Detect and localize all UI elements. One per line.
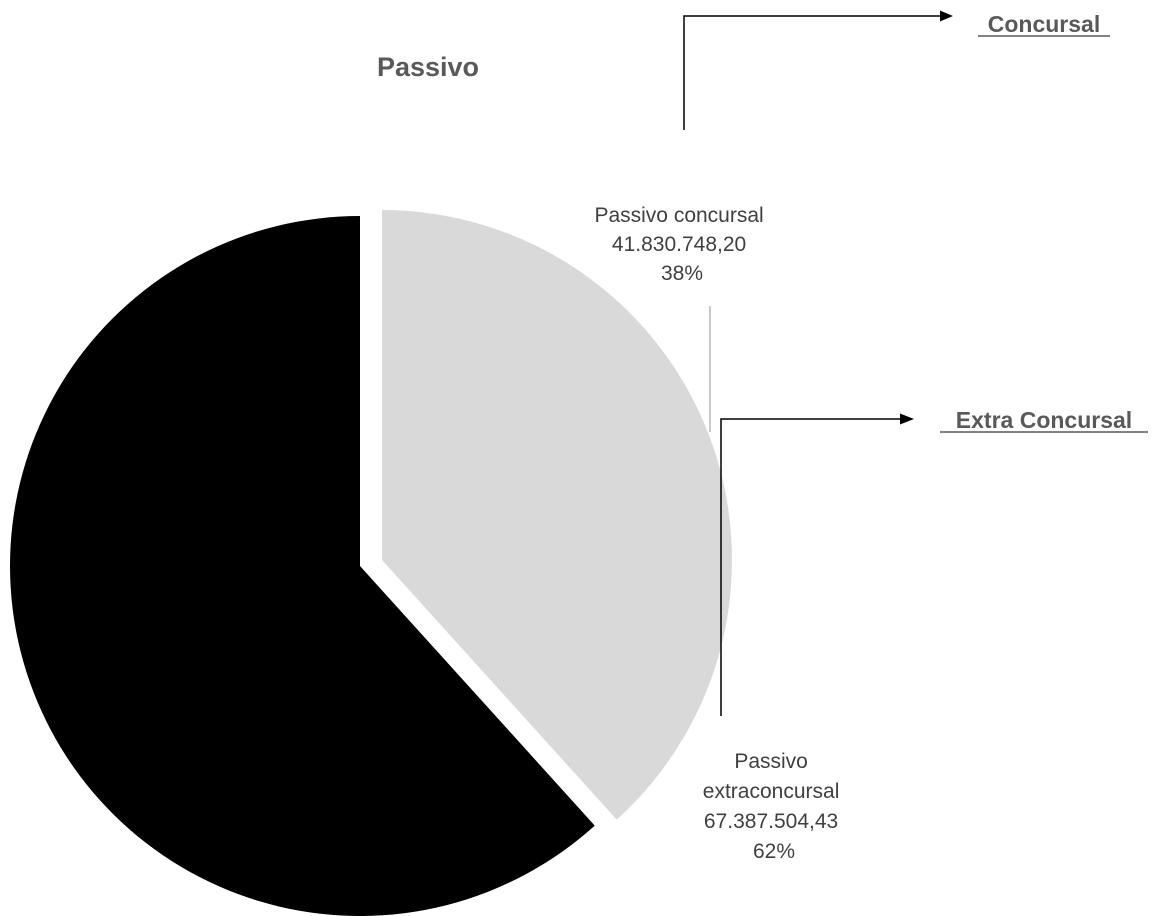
data-label-concursal: Passivo concursal 41.830.748,20 38% [594,204,769,285]
data-label-extraconcursal-name-2: extraconcursal [703,780,840,803]
link-concursal[interactable]: Concursal [988,11,1100,37]
pie-slice-extraconcursal [10,216,595,916]
link-extra-concursal[interactable]: Extra Concursal [956,407,1132,433]
data-label-concursal-percent: 38% [661,262,703,285]
chart-title: Passivo [377,52,479,82]
data-label-concursal-name: Passivo concursal [594,204,763,227]
data-label-extraconcursal-percent: 62% [753,840,795,863]
data-label-extraconcursal: Passivo extraconcursal 67.387.504,43 62% [703,750,845,863]
arrow-connector-concursal [683,10,953,130]
arrow-connector-extra-concursal [720,413,914,716]
data-label-extraconcursal-value: 67.387.504,43 [704,810,838,833]
pie-slice-concursal [382,210,732,820]
data-label-extraconcursal-name-1: Passivo [734,750,808,773]
data-label-concursal-value: 41.830.748,20 [612,233,746,256]
